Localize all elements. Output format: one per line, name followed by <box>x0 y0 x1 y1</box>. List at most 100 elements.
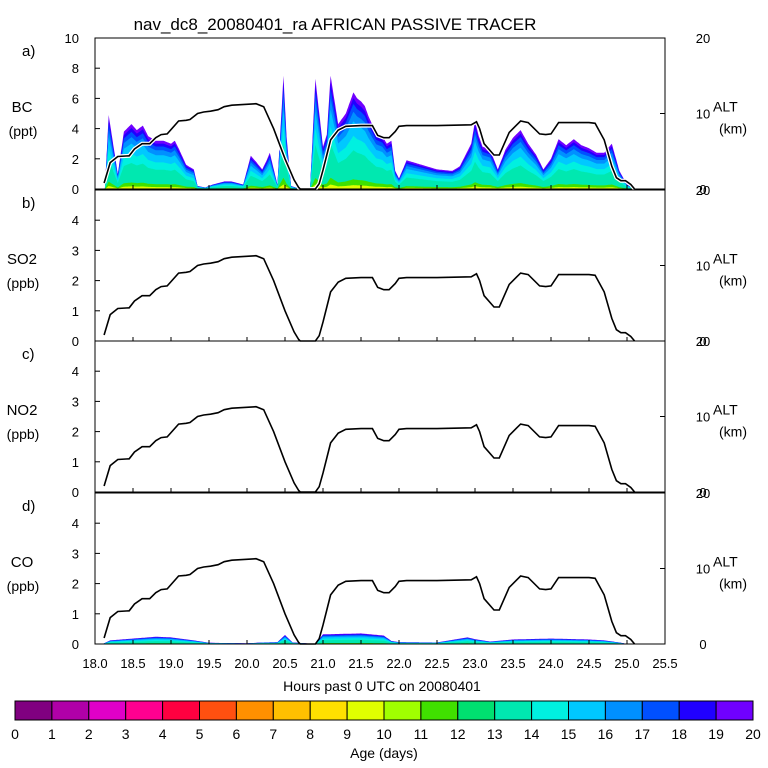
x-tick-label: 22.5 <box>424 656 449 671</box>
colorbar-tick-label: 7 <box>269 726 277 742</box>
alt-tick-label: 20 <box>696 183 710 198</box>
colorbar-swatch <box>88 700 127 721</box>
colorbar-swatch <box>162 700 201 721</box>
tracer-layer-2 <box>95 639 643 644</box>
panel-so2: 0 1 2 3 4 0 10 20 ALT (km) b) SO2 (ppb) <box>7 183 747 349</box>
colorbar-tick-label: 4 <box>159 726 167 742</box>
x-tick-label: 22.0 <box>386 656 411 671</box>
y-tick-label: 3 <box>72 243 79 258</box>
colorbar-tick-label: 18 <box>671 726 687 742</box>
y-tick-label: 3 <box>72 546 79 561</box>
alt-axis-unit: (km) <box>719 121 747 137</box>
alt-axis-label: ALT <box>713 402 738 418</box>
y-tick-label: 2 <box>72 152 79 167</box>
colorbar-swatch <box>641 700 680 721</box>
colorbar-tick-label: 20 <box>745 726 761 742</box>
alt-tick-label: 20 <box>696 334 710 349</box>
x-tick-label: 20.5 <box>272 656 297 671</box>
colorbar-swatch <box>383 700 422 721</box>
x-tick-label: 23.0 <box>462 656 487 671</box>
tracer-layer-2 <box>95 143 643 189</box>
altitude-line <box>103 405 636 493</box>
x-tick-label: 19.5 <box>196 656 221 671</box>
altitude-line <box>103 102 636 190</box>
colorbar-swatch <box>494 700 533 721</box>
colorbar-tick-label: 19 <box>708 726 724 742</box>
y-tick-label: 1 <box>72 455 79 470</box>
altitude-line <box>103 254 636 342</box>
colorbar-swatch <box>346 700 385 721</box>
species-label: SO2 <box>7 251 37 268</box>
colorbar-tick-label: 17 <box>635 726 651 742</box>
alt-tick-label: 10 <box>696 107 710 122</box>
y-tick-label: 1 <box>72 304 79 319</box>
tracer-area-co <box>95 633 643 644</box>
colorbar-tick-label: 11 <box>414 726 429 742</box>
colorbar-swatch <box>14 700 53 721</box>
x-tick-label: 21.5 <box>348 656 373 671</box>
colorbar-tick-label: 12 <box>450 726 466 742</box>
panel-letter: b) <box>22 195 35 212</box>
alt-tick-label: 10 <box>696 259 710 274</box>
colorbar-swatch <box>309 700 348 721</box>
colorbar-swatch <box>199 700 237 721</box>
panels: 024681001020ALT(km)a)BC(ppt)0123401020AL… <box>7 31 747 652</box>
colorbar-swatch <box>678 700 717 721</box>
panel-letter: c) <box>22 346 35 363</box>
y-tick-label: 2 <box>72 425 79 440</box>
y-tick-label: 0 <box>72 182 79 197</box>
panel-letter: a) <box>22 43 35 60</box>
colorbar-swatch <box>235 700 274 721</box>
x-tick-label: 19.0 <box>158 656 183 671</box>
x-tick-label: 18.5 <box>120 656 145 671</box>
tracer-area-bc <box>95 75 643 189</box>
unit-label: (ppb) <box>7 426 40 442</box>
alt-axis-unit: (km) <box>719 424 747 440</box>
x-tick-label: 23.5 <box>500 656 525 671</box>
y-tick-label: 3 <box>72 394 79 409</box>
colorbar-tick-label: 2 <box>85 726 93 742</box>
species-label: BC <box>12 99 33 116</box>
y-tick-label: 4 <box>72 213 79 228</box>
colorbar-tick-label: 8 <box>306 726 314 742</box>
alt-tick-label: 0 <box>699 334 706 349</box>
colorbar-tick-label: 1 <box>48 726 56 742</box>
alt-axis-unit: (km) <box>719 576 747 592</box>
x-tick-label: 20.0 <box>234 656 259 671</box>
alt-tick-label: 0 <box>699 485 706 500</box>
alt-tick-label: 20 <box>696 31 710 46</box>
colorbar-tick-label: 16 <box>598 726 614 742</box>
y-tick-label: 4 <box>72 516 79 531</box>
x-tick-label: 18.0 <box>82 656 107 671</box>
unit-label: (ppb) <box>7 275 40 291</box>
colorbar-swatch <box>272 700 311 721</box>
y-tick-label: 10 <box>65 31 79 46</box>
panel-frame <box>94 492 666 645</box>
colorbar-tick-label: 10 <box>376 726 392 742</box>
colorbar-label: Age (days) <box>350 745 418 761</box>
y-tick-label: 6 <box>72 91 79 106</box>
alt-tick-label: 10 <box>696 410 710 425</box>
y-tick-label: 8 <box>72 61 79 76</box>
tracer-layer-0 <box>95 184 643 189</box>
alt-axis-label: ALT <box>713 554 738 570</box>
panel-co: 0 1 2 3 4 0 10 20 ALT (km) d) CO (ppb) <box>7 486 747 652</box>
alt-tick-label: 0 <box>699 182 706 197</box>
unit-label: (ppb) <box>7 578 40 594</box>
altitude-line <box>103 557 636 645</box>
colorbar-tick-label: 14 <box>524 726 540 742</box>
alt-axis-label: ALT <box>713 99 738 115</box>
tracer-layer-1 <box>95 177 643 189</box>
x-axis-label: Hours past 0 UTC on 20080401 <box>283 678 481 694</box>
y-tick-label: 2 <box>72 274 79 289</box>
x-tick-label: 21.0 <box>310 656 335 671</box>
y-tick-label: 4 <box>72 364 79 379</box>
age-colorbar: 0 1 2 3 4 5 6 7 8 9 10 11 12 13 14 15 16 17 18 19 20 <box>11 700 761 742</box>
species-label: CO <box>11 554 34 571</box>
figure-title: nav_dc8_20080401_ra AFRICAN PASSIVE TRAC… <box>134 15 537 34</box>
panel-bc: 0 2 4 6 8 10 0 10 20 ALT (km) a) BC (ppt) <box>9 31 747 197</box>
panel-no2: 0 1 2 3 4 0 10 20 ALT (km) c) NO2 (ppb) <box>7 334 747 500</box>
colorbar-swatch <box>604 700 643 721</box>
colorbar-tick-label: 3 <box>122 726 130 742</box>
